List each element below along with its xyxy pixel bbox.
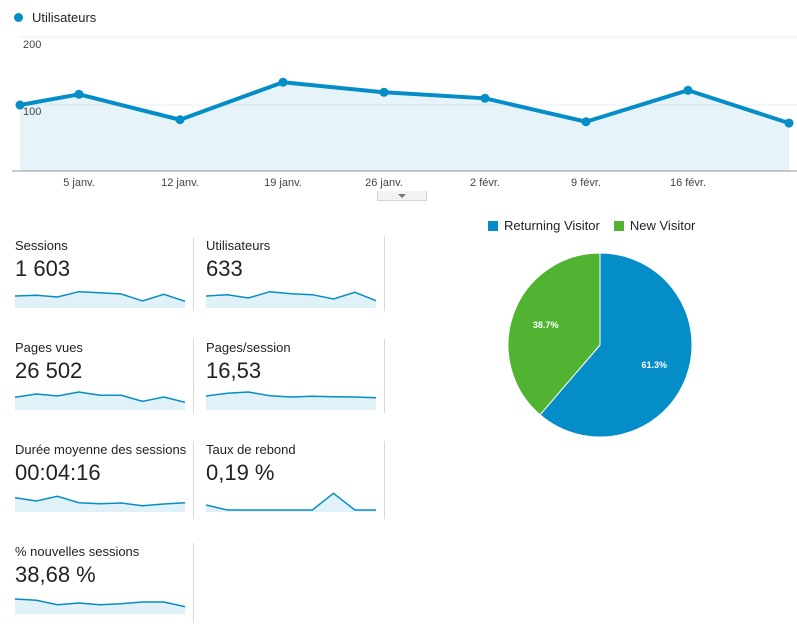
sparkline [15,290,185,308]
y-tick-200: 200 [23,39,41,51]
main-line-chart[interactable]: 200 100 5 janv. 12 janv. 19 janv. 26 janv. 2… [0,34,797,200]
metric-new-sessions[interactable]: % nouvelles sessions 38,68 % [0,537,192,627]
metric-label: Sessions [15,238,68,253]
chart-expand-toggle[interactable] [377,191,427,201]
sparkline-area [206,291,376,308]
chart-legend[interactable]: Utilisateurs [14,10,96,25]
legend-dot-icon [14,13,23,22]
metric-label: Durée moyenne des sessions [15,442,187,457]
metric-label: % nouvelles sessions [15,544,140,559]
visitor-type-pie-chart[interactable]: 61.3% 38.7% [500,245,700,445]
metric-value: 633 [206,256,243,281]
data-point[interactable] [74,89,84,99]
pie-legend: Returning Visitor New Visitor [488,218,709,233]
metric-pages-per-session[interactable]: Pages/session 16,53 [191,333,383,423]
x-tick-label: 2 févr. [470,177,500,189]
metric-label: Pages vues [15,340,83,355]
chevron-down-icon [398,193,406,198]
pie-label-returning: 61.3% [642,360,668,370]
legend-label: Utilisateurs [32,10,97,25]
sparkline-line [15,495,185,507]
metric-label: Taux de rebond [206,442,296,457]
metric-value: 1 603 [15,256,71,281]
sparkline-area [206,392,376,410]
x-tick-label: 9 févr. [571,177,601,189]
metric-bounce-rate[interactable]: Taux de rebond 0,19 % [191,435,383,525]
legend-swatch-icon [488,220,498,231]
metric-users[interactable]: Utilisateurs 633 [191,231,383,321]
metric-sessions[interactable]: Sessions 1 603 [0,231,192,321]
sparkline-area [206,493,376,512]
metric-value: 0,19 % [206,460,275,485]
divider [193,543,194,623]
metric-value: 00:04:16 [15,460,101,485]
sparkline-line [206,492,376,511]
x-tick-label: 26 janv. [365,177,403,189]
sparkline [15,598,185,614]
divider [193,237,194,311]
data-point[interactable] [278,77,288,87]
sparkline-line [15,598,185,608]
metric-value: 26 502 [15,358,83,383]
pie-label-new: 38.7% [533,320,559,330]
sparkline-line [206,290,376,302]
divider [384,237,385,311]
metric-value: 16,53 [206,358,262,383]
divider [384,441,385,519]
sparkline [206,290,376,308]
x-tick-label: 5 janv. [63,177,95,189]
metric-pageviews[interactable]: Pages vues 26 502 [0,333,192,423]
pie-slice-returning[interactable] [539,252,693,438]
y-tick-100: 100 [23,106,41,118]
users-area-fill [20,82,789,171]
legend-item-returning[interactable]: Returning Visitor [488,218,600,233]
x-tick-label: 19 janv. [264,177,302,189]
sparkline-line [15,290,185,303]
legend-swatch-icon [613,220,624,231]
pie-slice-new[interactable] [507,252,601,416]
metric-avg-session-duration[interactable]: Durée moyenne des sessions 00:04:16 [0,435,192,525]
sparkline-line [206,391,376,399]
data-point[interactable] [581,117,591,127]
divider [384,339,385,413]
sparkline [15,391,185,410]
sparkline-line [15,391,185,404]
data-point[interactable] [480,93,490,103]
legend-item-label: New Visitor [629,218,696,233]
sparkline [15,495,185,512]
divider [193,339,194,413]
x-tick-label: 12 janv. [161,177,199,189]
divider [193,441,194,519]
data-point[interactable] [784,118,794,128]
sparkline-area [15,291,185,308]
data-point[interactable] [15,100,25,110]
data-point[interactable] [379,87,389,97]
sparkline [206,492,376,512]
legend-item-new[interactable]: New Visitor [613,218,696,233]
data-point[interactable] [175,115,185,125]
metric-label: Pages/session [206,340,291,355]
data-point[interactable] [683,85,693,95]
metric-value: 38,68 % [15,562,96,587]
metric-label: Utilisateurs [206,238,271,253]
x-tick-label: 16 févr. [670,177,706,189]
legend-item-label: Returning Visitor [504,218,600,233]
sparkline [206,391,376,410]
